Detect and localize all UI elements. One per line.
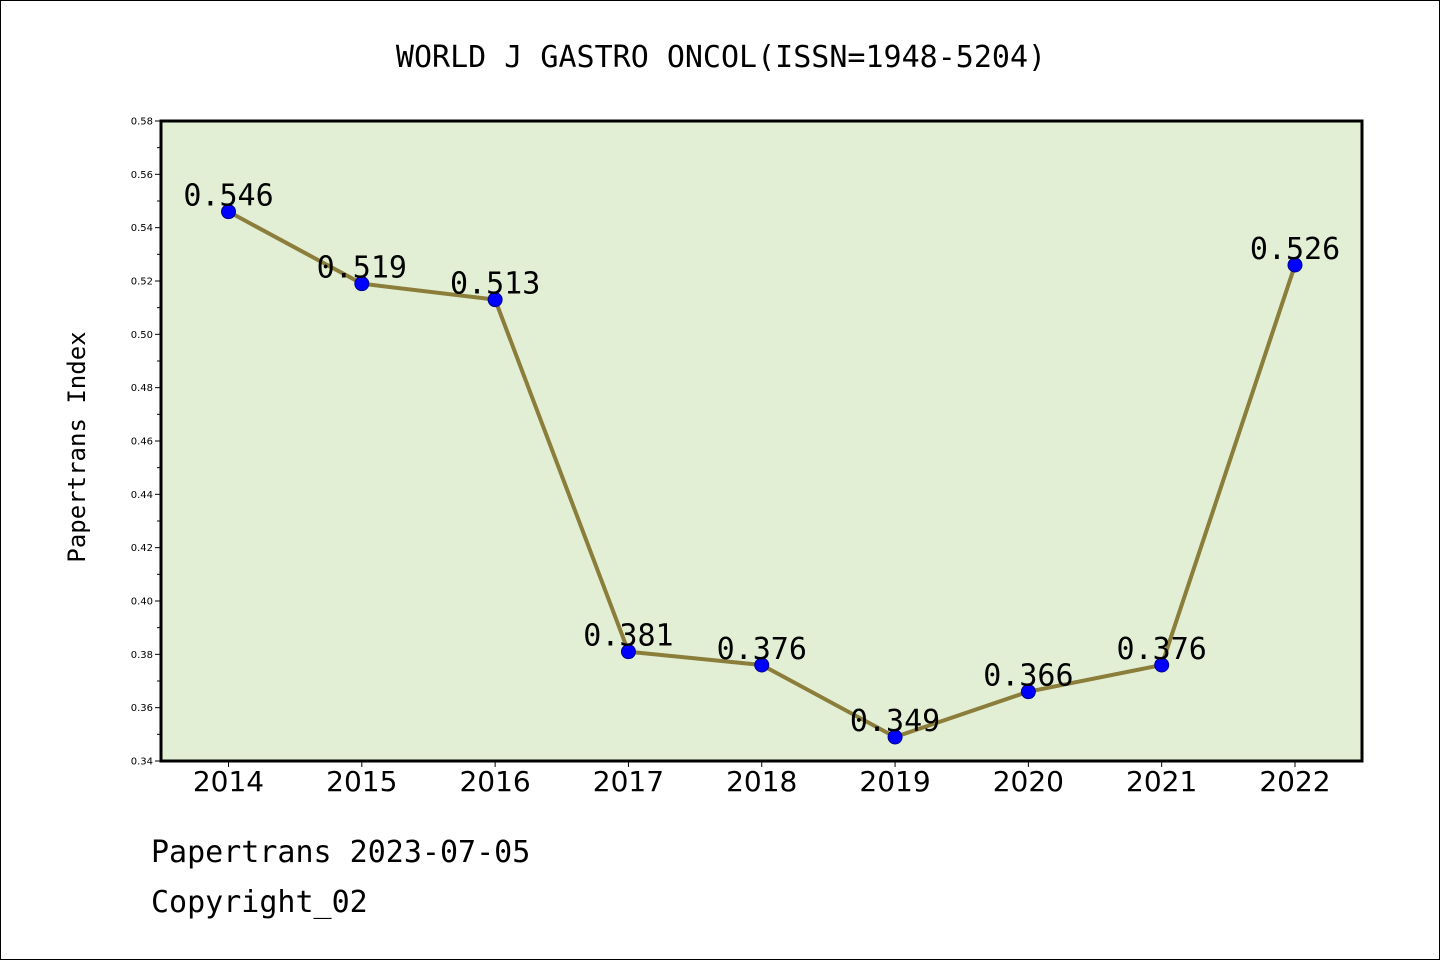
y-tick-label: 0.52	[131, 277, 153, 288]
data-point	[754, 657, 770, 673]
data-labels: 0.546 0.519 0.513 0.381 0.376 0.349 0.366 0.376…	[183, 179, 1340, 739]
x-tick-label: 2014	[193, 765, 264, 798]
x-tick-label: 2016	[459, 765, 530, 798]
data-point	[887, 729, 903, 745]
y-tick-label: 0.44	[131, 490, 153, 501]
y-tick-label: 0.50	[131, 330, 153, 341]
y-tick-label: 0.58	[131, 117, 153, 128]
y-tick-label: 0.36	[131, 703, 153, 714]
x-tick-label: 2019	[859, 765, 930, 798]
footer-copyright-text: Copyright_02	[151, 885, 368, 920]
data-label: 0.366	[983, 659, 1073, 694]
data-label: 0.513	[450, 267, 540, 302]
x-tick-label: 2021	[1126, 765, 1197, 798]
data-label: 0.526	[1250, 232, 1340, 267]
y-tick-label: 0.34	[131, 757, 153, 768]
x-tick-label: 2017	[593, 765, 664, 798]
series-markers	[221, 204, 1303, 745]
x-tick-label: 2018	[726, 765, 797, 798]
y-tick-label: 0.46	[131, 437, 153, 448]
y-tick-label: 0.54	[131, 223, 153, 234]
data-label: 0.376	[717, 632, 807, 667]
y-tick-label: 0.40	[131, 597, 153, 608]
data-label: 0.519	[317, 251, 407, 286]
x-tick-label: 2022	[1259, 765, 1330, 798]
y-axis: 0.34 0.36 0.38 0.40 0.42 0.44 0.46 0.48 0.50 0.52…	[131, 117, 161, 768]
data-point	[1154, 657, 1170, 673]
data-point	[620, 644, 636, 660]
data-point	[487, 292, 503, 308]
footer-date-text: Papertrans 2023-07-05	[151, 835, 531, 870]
plot-area	[159, 119, 1364, 763]
data-point	[1287, 257, 1303, 273]
x-tick-label: 2015	[326, 765, 397, 798]
data-point	[221, 204, 236, 220]
data-point	[1020, 684, 1036, 700]
y-tick-label: 0.42	[131, 543, 153, 554]
chart-title: WORLD J GASTRO ONCOL(ISSN=1948-5204)	[396, 40, 1046, 75]
data-label: 0.376	[1117, 632, 1207, 667]
data-label: 0.381	[583, 619, 673, 654]
data-label: 0.349	[850, 704, 940, 739]
y-axis-label: Papertrans Index	[63, 331, 91, 562]
y-tick-label: 0.48	[131, 383, 153, 394]
y-tick-label: 0.56	[131, 170, 153, 181]
x-axis: 2014 2015 2016 2017 2018 2019 2020 2021 2022	[193, 761, 1331, 798]
data-label: 0.546	[183, 179, 273, 214]
x-tick-label: 2020	[993, 765, 1064, 798]
y-tick-label: 0.38	[131, 650, 153, 661]
data-point	[354, 276, 370, 292]
